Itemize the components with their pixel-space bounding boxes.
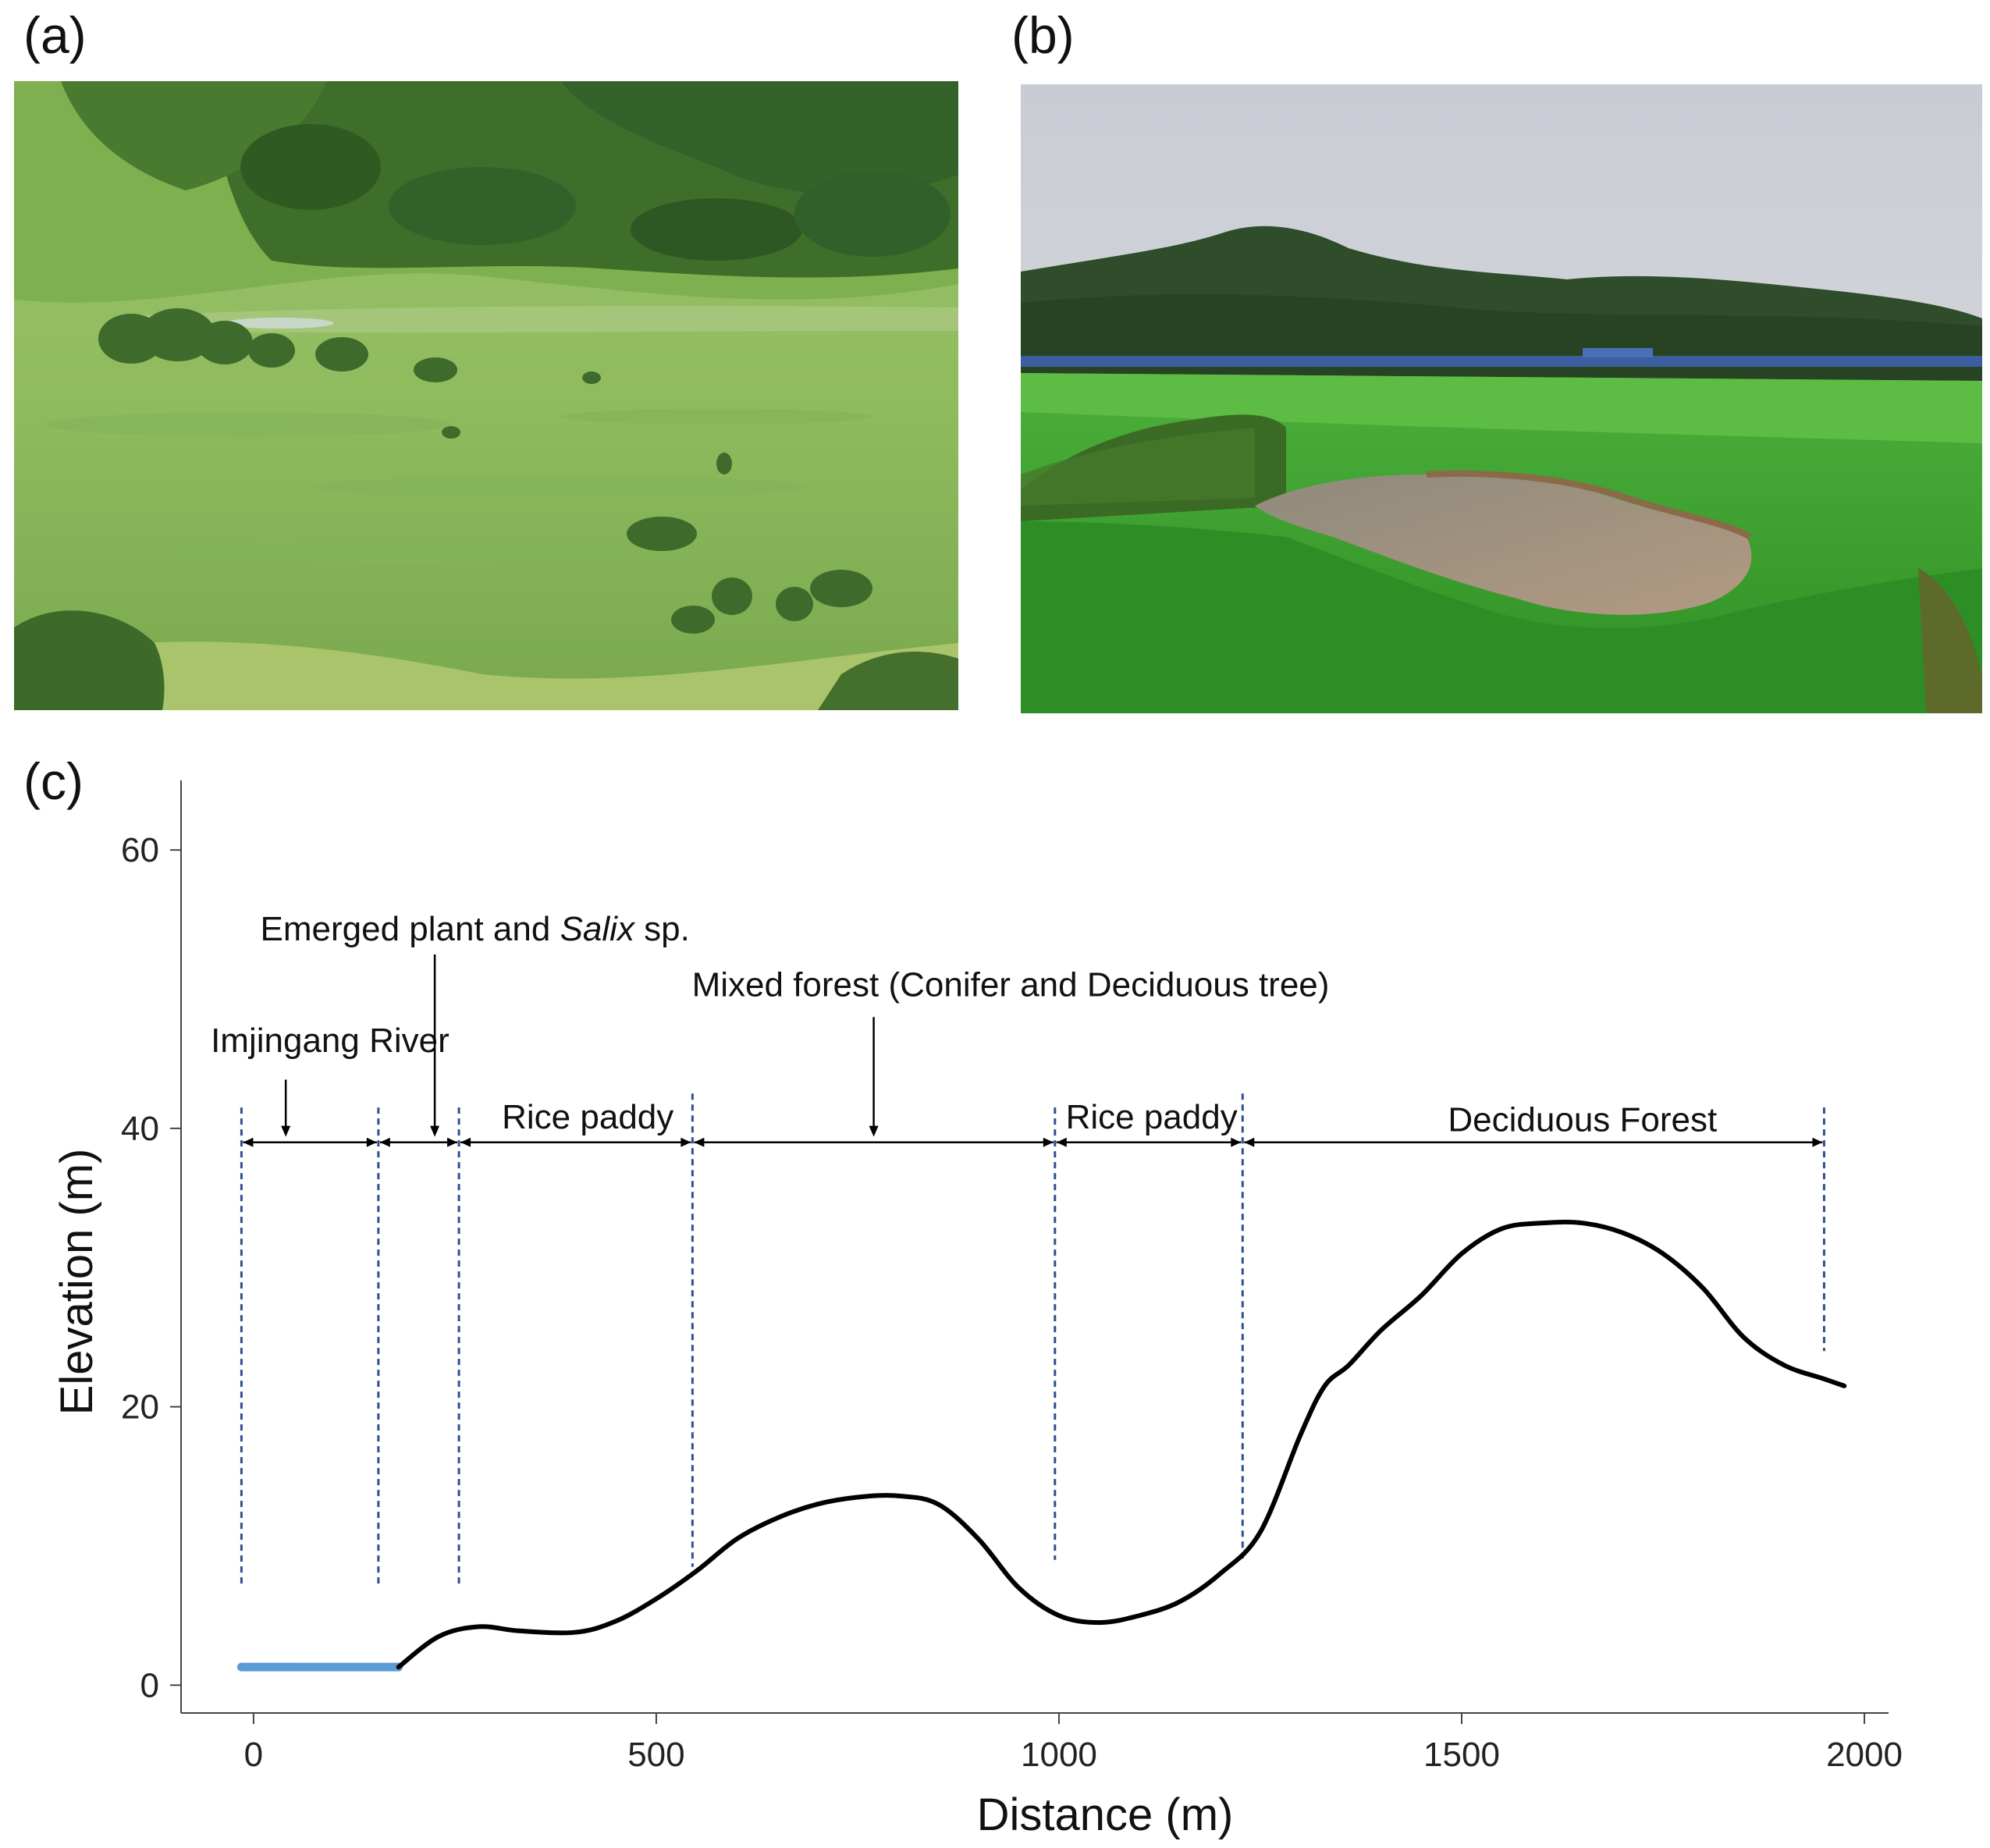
arrow-head bbox=[1043, 1137, 1054, 1147]
zone-annotation-label: Rice paddy bbox=[502, 1098, 673, 1136]
zone-boundaries bbox=[240, 1093, 1825, 1588]
arrow-head bbox=[243, 1137, 254, 1147]
zone-arrows bbox=[243, 1137, 1823, 1147]
chart-axes: 0 500 1000 1500 2000 0 20 40 60 Distance (m) Eleva… bbox=[52, 780, 1903, 1840]
y-tick-label: 20 bbox=[121, 1388, 159, 1427]
x-tick-label: 1500 bbox=[1423, 1736, 1500, 1774]
panel-b-label: (b) bbox=[1011, 6, 1075, 64]
italic-taxon-name: Salix bbox=[560, 910, 636, 948]
x-tick-label: 1000 bbox=[1021, 1736, 1097, 1774]
x-tick-label: 500 bbox=[627, 1736, 684, 1774]
annotation-text-part: sp. bbox=[634, 910, 690, 948]
panel-c-label: (c) bbox=[23, 752, 84, 810]
photo-floodplain-wetland bbox=[14, 81, 958, 710]
photo-rice-paddy-pond bbox=[1021, 84, 1982, 713]
y-tick-label: 40 bbox=[121, 1110, 159, 1148]
zone-annotations: Imjingang River Emerged plant and Salix s… bbox=[211, 910, 1717, 1139]
arrow-head bbox=[1812, 1137, 1823, 1147]
x-tick-label: 0 bbox=[244, 1736, 263, 1774]
y-axis-label: Elevation (m) bbox=[52, 1149, 102, 1416]
zone-annotation-label: Mixed forest (Conifer and Deciduous tree… bbox=[692, 965, 1330, 1004]
arrow-head bbox=[1056, 1137, 1067, 1147]
annotation-pointer-head bbox=[430, 1125, 440, 1137]
panel-a-label: (a) bbox=[23, 6, 87, 64]
arrow-head bbox=[694, 1137, 705, 1147]
arrow-head bbox=[1231, 1137, 1242, 1147]
zone-annotation-label: Imjingang River bbox=[211, 1022, 450, 1060]
arrow-head bbox=[447, 1137, 458, 1147]
arrow-head bbox=[1244, 1137, 1255, 1147]
arrow-head bbox=[460, 1137, 471, 1147]
zone-annotation-label: Emerged plant and Salix sp. bbox=[261, 910, 690, 948]
elevation-profile-chart: 0 500 1000 1500 2000 0 20 40 60 Distance (m) Eleva… bbox=[52, 780, 1903, 1840]
y-tick-label: 0 bbox=[140, 1666, 159, 1704]
x-tick-label: 2000 bbox=[1826, 1736, 1903, 1774]
zone-annotation-label: Deciduous Forest bbox=[1448, 1100, 1717, 1139]
x-axis-label: Distance (m) bbox=[977, 1789, 1234, 1840]
arrow-head bbox=[366, 1137, 377, 1147]
terrain-profile-line bbox=[396, 1219, 1847, 1670]
profile-series bbox=[236, 1219, 1847, 1672]
arrow-head bbox=[681, 1137, 691, 1147]
annotation-pointer-head bbox=[281, 1125, 291, 1137]
arrow-head bbox=[379, 1137, 390, 1147]
y-tick-label: 60 bbox=[121, 831, 159, 869]
annotation-pointer-head bbox=[869, 1125, 879, 1137]
annotation-text-part: Emerged plant and bbox=[261, 910, 560, 948]
zone-annotation-label: Rice paddy bbox=[1066, 1098, 1238, 1136]
